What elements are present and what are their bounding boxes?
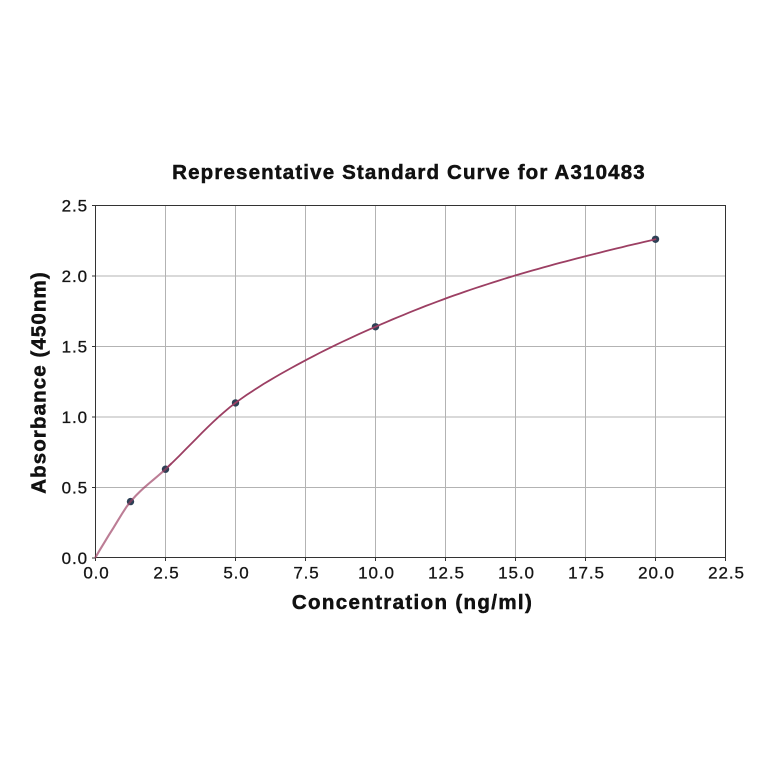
svg-text:0.0: 0.0: [62, 549, 88, 568]
svg-text:10.0: 10.0: [358, 564, 395, 583]
svg-text:1.0: 1.0: [62, 408, 88, 427]
svg-text:2.0: 2.0: [62, 267, 88, 286]
svg-text:Representative Standard Curve: Representative Standard Curve for A31048…: [172, 161, 646, 184]
svg-text:7.5: 7.5: [293, 564, 319, 583]
svg-text:Concentration (ng/ml): Concentration (ng/ml): [292, 591, 533, 614]
svg-text:17.5: 17.5: [568, 564, 605, 583]
svg-text:2.5: 2.5: [62, 197, 88, 216]
svg-text:0.0: 0.0: [83, 564, 109, 583]
svg-text:12.5: 12.5: [428, 564, 465, 583]
svg-text:20.0: 20.0: [638, 564, 675, 583]
svg-text:1.5: 1.5: [62, 338, 88, 357]
svg-text:22.5: 22.5: [708, 564, 745, 583]
svg-text:15.0: 15.0: [498, 564, 535, 583]
svg-text:Absorbance (450nm): Absorbance (450nm): [28, 271, 51, 494]
svg-text:2.5: 2.5: [153, 564, 179, 583]
svg-text:0.5: 0.5: [62, 479, 88, 498]
svg-text:5.0: 5.0: [223, 564, 249, 583]
